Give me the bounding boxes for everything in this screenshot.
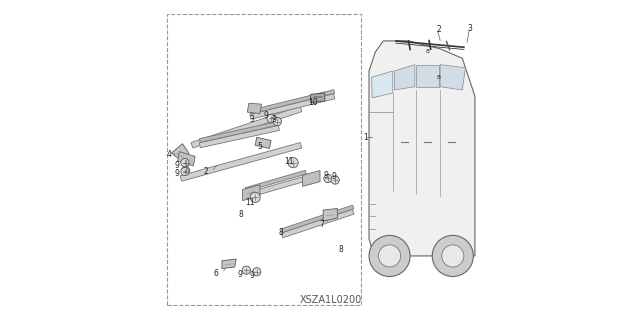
FancyArrow shape bbox=[191, 106, 302, 148]
Circle shape bbox=[181, 167, 189, 176]
Text: XSZA1L0200: XSZA1L0200 bbox=[300, 295, 362, 305]
Circle shape bbox=[182, 167, 189, 175]
Text: 2: 2 bbox=[436, 25, 441, 34]
Text: 7: 7 bbox=[319, 220, 324, 229]
FancyArrow shape bbox=[250, 90, 335, 114]
Polygon shape bbox=[440, 65, 465, 90]
FancyArrow shape bbox=[200, 121, 279, 142]
Text: 9: 9 bbox=[324, 171, 329, 180]
Polygon shape bbox=[178, 152, 195, 166]
Text: 9: 9 bbox=[250, 271, 255, 280]
Circle shape bbox=[242, 266, 250, 274]
FancyArrow shape bbox=[180, 143, 302, 181]
Polygon shape bbox=[222, 259, 236, 269]
Text: 8: 8 bbox=[426, 49, 429, 55]
Circle shape bbox=[250, 192, 260, 203]
Text: 9: 9 bbox=[175, 161, 179, 170]
Polygon shape bbox=[394, 65, 415, 90]
Text: 6: 6 bbox=[214, 269, 219, 278]
Text: 9: 9 bbox=[237, 271, 243, 279]
Circle shape bbox=[253, 268, 261, 276]
Text: 9: 9 bbox=[332, 172, 337, 182]
Text: 8: 8 bbox=[436, 75, 440, 80]
FancyArrow shape bbox=[281, 209, 354, 238]
Circle shape bbox=[273, 117, 282, 126]
Polygon shape bbox=[417, 65, 438, 87]
Circle shape bbox=[442, 245, 464, 267]
Polygon shape bbox=[369, 41, 475, 256]
Circle shape bbox=[324, 174, 332, 182]
Text: 5: 5 bbox=[257, 142, 262, 151]
Circle shape bbox=[378, 245, 401, 267]
Polygon shape bbox=[255, 137, 271, 148]
Circle shape bbox=[267, 114, 275, 122]
Text: 3: 3 bbox=[468, 24, 473, 33]
Circle shape bbox=[181, 159, 189, 167]
Bar bbox=[166, 14, 361, 305]
Polygon shape bbox=[310, 93, 324, 103]
Polygon shape bbox=[372, 71, 393, 98]
Text: 4: 4 bbox=[166, 150, 172, 159]
Text: 9: 9 bbox=[175, 169, 179, 178]
FancyArrow shape bbox=[282, 205, 354, 233]
FancyArrow shape bbox=[199, 125, 280, 148]
Polygon shape bbox=[303, 171, 320, 186]
Polygon shape bbox=[323, 209, 337, 221]
Text: 8: 8 bbox=[338, 245, 343, 254]
Polygon shape bbox=[243, 185, 260, 201]
Text: 9: 9 bbox=[264, 111, 269, 120]
Circle shape bbox=[182, 159, 189, 167]
Text: 2: 2 bbox=[203, 167, 208, 176]
Text: 11: 11 bbox=[246, 198, 255, 207]
Text: 10: 10 bbox=[308, 98, 318, 107]
FancyArrow shape bbox=[250, 94, 335, 119]
Circle shape bbox=[369, 235, 410, 277]
Text: 3: 3 bbox=[250, 115, 255, 124]
Circle shape bbox=[331, 176, 339, 184]
Text: 1: 1 bbox=[363, 133, 367, 142]
Polygon shape bbox=[247, 103, 262, 114]
Circle shape bbox=[432, 235, 474, 277]
FancyArrow shape bbox=[245, 176, 307, 198]
FancyArrow shape bbox=[245, 170, 307, 191]
Text: 11: 11 bbox=[284, 157, 294, 166]
Circle shape bbox=[288, 158, 298, 168]
Text: 8: 8 bbox=[239, 210, 243, 219]
Text: 9: 9 bbox=[272, 115, 276, 124]
Polygon shape bbox=[172, 144, 189, 163]
Text: 8: 8 bbox=[278, 228, 283, 237]
